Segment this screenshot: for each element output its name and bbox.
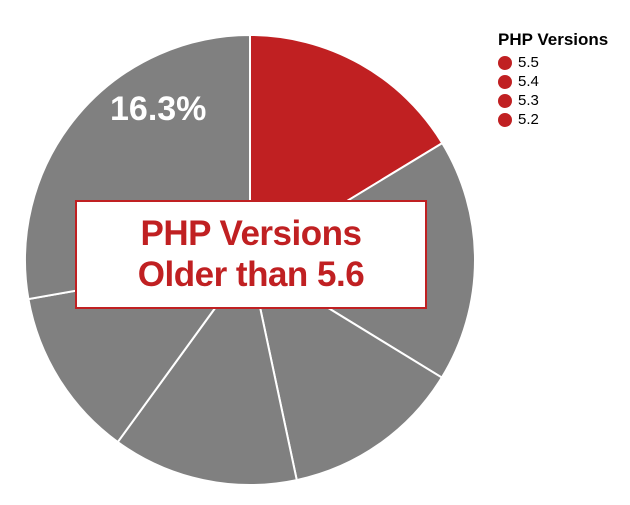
highlighted-slice-label: 16.3% — [110, 90, 206, 129]
legend-swatch-icon — [498, 75, 512, 89]
legend-label: 5.5 — [518, 54, 539, 71]
legend-item: 5.2 — [498, 111, 608, 128]
callout-line-2: Older than 5.6 — [77, 255, 425, 295]
legend-item: 5.4 — [498, 73, 608, 90]
legend-swatch-icon — [498, 56, 512, 70]
legend-label: 5.2 — [518, 111, 539, 128]
pie-chart: 16.3% PHP Versions Older than 5.6 PHP Ve… — [0, 0, 630, 505]
legend-swatch-icon — [498, 113, 512, 127]
legend-swatch-icon — [498, 94, 512, 108]
legend-items: 5.5 5.4 5.3 5.2 — [498, 54, 608, 128]
legend-label: 5.4 — [518, 73, 539, 90]
legend-item: 5.5 — [498, 54, 608, 71]
legend-item: 5.3 — [498, 92, 608, 109]
legend-title: PHP Versions — [498, 30, 608, 50]
legend: PHP Versions 5.5 5.4 5.3 5.2 — [498, 30, 608, 130]
callout-box: PHP Versions Older than 5.6 — [75, 200, 427, 309]
callout-line-1: PHP Versions — [77, 214, 425, 254]
legend-label: 5.3 — [518, 92, 539, 109]
